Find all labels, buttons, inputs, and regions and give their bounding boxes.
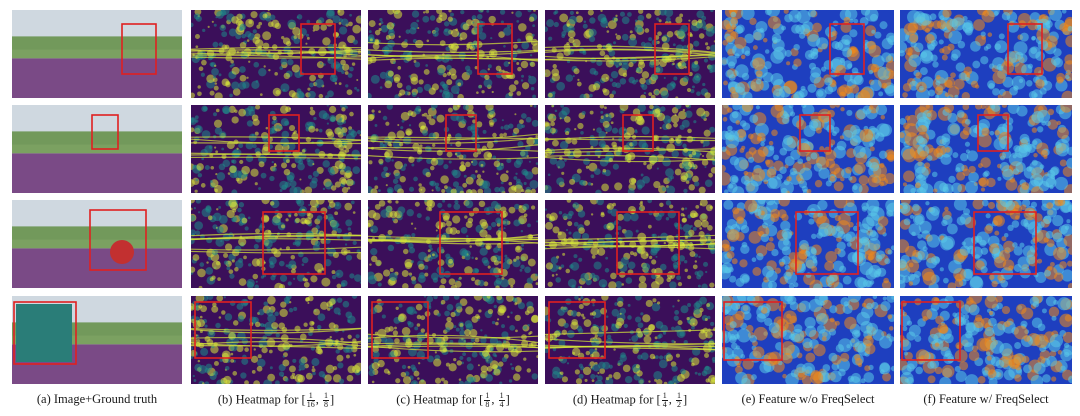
- feature-image: [722, 10, 894, 98]
- highlight-box: [268, 114, 300, 152]
- highlight-box: [622, 114, 654, 152]
- highlight-box: [829, 23, 865, 75]
- image-gt-image: [12, 105, 182, 193]
- panel-e-row-2: [722, 105, 894, 193]
- highlight-box: [300, 23, 336, 75]
- panel-d-row-2: [545, 105, 715, 193]
- panel-a-row-3: [12, 200, 182, 288]
- panel-b-row-1: [191, 10, 361, 98]
- heatmap-image: [368, 200, 538, 288]
- heatmap-image: [545, 200, 715, 288]
- highlight-box: [799, 114, 831, 152]
- feature-image: [722, 200, 894, 288]
- panel-a-row-2: [12, 105, 182, 193]
- heatmap-image: [368, 296, 538, 384]
- image-gt-image: [12, 296, 182, 384]
- highlight-box: [901, 301, 961, 361]
- caption-f: (f) Feature w/ FreqSelect: [923, 392, 1049, 406]
- panel-e-row-3: [722, 200, 894, 288]
- feature-image: [900, 105, 1072, 193]
- highlight-box: [723, 301, 783, 361]
- panel-d-row-4: [545, 296, 715, 384]
- panel-c-row-2: [368, 105, 538, 193]
- feature-image: [900, 200, 1072, 288]
- panel-b-row-3: [191, 200, 361, 288]
- image-gt-image: [12, 200, 182, 288]
- heatmap-image: [191, 200, 361, 288]
- caption-a: (a) Image+Ground truth: [36, 392, 158, 406]
- caption-b: (b) Heatmap for [1 16, 1 8]: [217, 391, 335, 409]
- frac-low: 1 16: [306, 391, 315, 409]
- highlight-box: [616, 211, 680, 275]
- highlight-box: [121, 23, 157, 75]
- highlight-box: [89, 209, 147, 271]
- panel-f-row-2: [900, 105, 1072, 193]
- highlight-box: [1007, 23, 1043, 75]
- panel-b-row-4: [191, 296, 361, 384]
- heatmap-image: [545, 296, 715, 384]
- caption-e: (e) Feature w/o FreqSelect: [741, 392, 875, 406]
- highlight-box: [477, 23, 513, 75]
- panel-f-row-4: [900, 296, 1072, 384]
- highlight-box: [977, 114, 1009, 152]
- heatmap-image: [191, 296, 361, 384]
- panel-b-row-2: [191, 105, 361, 193]
- caption-prefix: (b) Heatmap for [: [217, 392, 306, 407]
- caption-prefix: (d) Heatmap for [: [572, 392, 661, 407]
- panel-a-row-1: [12, 10, 182, 98]
- highlight-box: [795, 211, 859, 275]
- panel-c-row-1: [368, 10, 538, 98]
- feature-image: [722, 105, 894, 193]
- highlight-box: [262, 211, 326, 275]
- panel-c-row-4: [368, 296, 538, 384]
- feature-image: [722, 296, 894, 384]
- highlight-box: [194, 301, 252, 359]
- panel-d-row-3: [545, 200, 715, 288]
- panel-d-row-1: [545, 10, 715, 98]
- panel-f-row-3: [900, 200, 1072, 288]
- caption-prefix: (c) Heatmap for [: [396, 392, 484, 407]
- highlight-box: [439, 211, 503, 275]
- panel-e-row-4: [722, 296, 894, 384]
- highlight-box: [445, 114, 477, 152]
- highlight-box: [91, 114, 119, 150]
- highlight-box: [654, 23, 690, 75]
- heatmap-image: [191, 105, 361, 193]
- panel-c-row-3: [368, 200, 538, 288]
- panel-a-row-4: [12, 296, 182, 384]
- highlight-box: [371, 301, 429, 359]
- highlight-box: [548, 301, 606, 359]
- highlight-box: [973, 211, 1037, 275]
- highlight-box: [13, 301, 77, 365]
- panel-e-row-1: [722, 10, 894, 98]
- panel-f-row-1: [900, 10, 1072, 98]
- caption-d: (d) Heatmap for [1 4, 1 2]: [572, 391, 688, 409]
- feature-image: [900, 10, 1072, 98]
- heatmap-image: [368, 10, 538, 98]
- feature-image: [900, 296, 1072, 384]
- caption-c: (c) Heatmap for [1 8, 1 4]: [396, 391, 510, 409]
- heatmap-image: [191, 10, 361, 98]
- heatmap-image: [545, 10, 715, 98]
- heatmap-image: [545, 105, 715, 193]
- image-gt-image: [12, 10, 182, 98]
- heatmap-image: [368, 105, 538, 193]
